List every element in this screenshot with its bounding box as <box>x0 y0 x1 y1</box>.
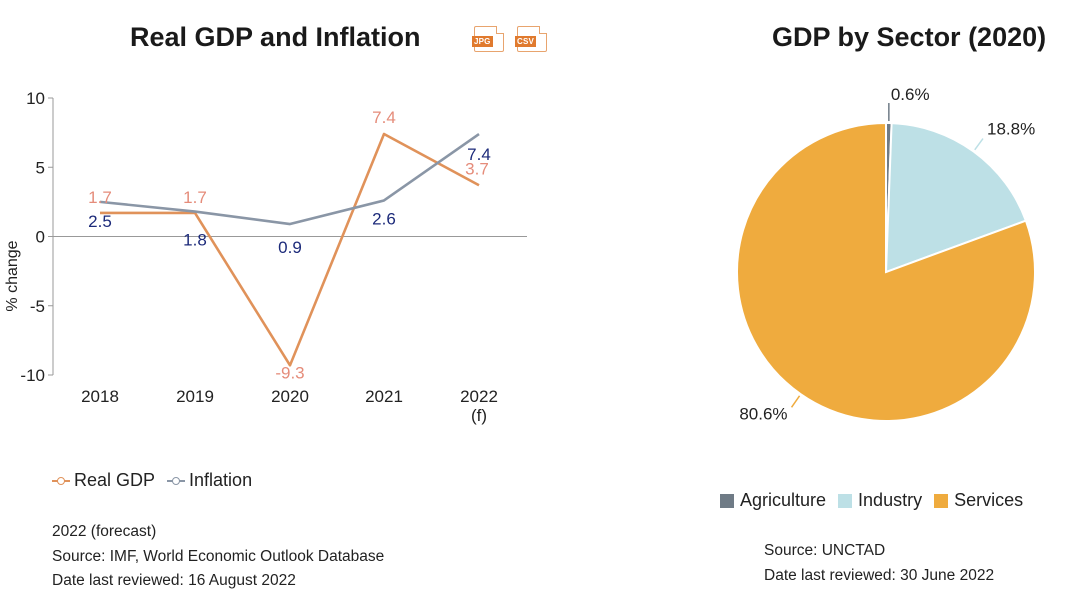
services-slice <box>736 121 1036 422</box>
real-gdp-data-label: -9.3 <box>275 363 304 382</box>
legend-item-services[interactable]: Services <box>934 490 1023 511</box>
csv-label: CSV <box>515 36 537 47</box>
line-chart-panel: Real GDP and Inflation JPG CSV 10 5 0 -5 -10… <box>4 22 547 594</box>
inflation-legend-icon <box>167 475 186 487</box>
inflation-data-label: 2.6 <box>372 209 396 228</box>
y-tick-label: -10 <box>20 366 45 385</box>
pie-chart-notes: Source: UNCTAD Date last reviewed: 30 Ju… <box>764 539 994 588</box>
inflation-data-label: 7.4 <box>467 145 491 164</box>
real-gdp-data-label: 1.7 <box>183 188 207 207</box>
real-gdp-data-label: 7.4 <box>372 108 396 127</box>
download-csv-icon[interactable]: CSV <box>515 26 547 52</box>
agriculture-swatch <box>720 493 734 508</box>
source-note: Source: IMF, World Economic Outlook Data… <box>52 547 385 565</box>
pie-chart-title: GDP by Sector (2020) <box>772 22 1047 52</box>
line-chart-title: Real GDP and Inflation <box>130 22 421 52</box>
services-swatch <box>934 493 949 508</box>
line-chart-plot: 10 5 0 -5 -10 % change 2018 2019 2020 2021 2022(f)… <box>4 89 527 425</box>
industry-leader-line <box>974 138 984 151</box>
y-axis-label: % change <box>4 240 21 311</box>
y-tick-label: 5 <box>36 158 45 177</box>
pie-chart-legend: Agriculture Industry Services <box>720 490 1035 511</box>
pie-review-date-note: Date last reviewed: 30 June 2022 <box>764 566 995 584</box>
legend-label-services: Services <box>954 490 1024 510</box>
x-tick-label: 2020 <box>271 387 309 406</box>
services-leader-line <box>790 395 801 408</box>
legend-item-real-gdp[interactable]: Real GDP <box>52 470 155 491</box>
real-gdp-data-label: 1.7 <box>88 188 112 207</box>
review-date-note: Date last reviewed: 16 August 2022 <box>52 572 296 589</box>
industry-percent-label: 18.8% <box>987 120 1035 139</box>
inflation-line <box>99 132 480 226</box>
real-gdp-legend-icon <box>52 475 70 487</box>
real-gdp-data-label: 3.7 <box>465 159 489 178</box>
y-tick-label: 0 <box>36 228 45 247</box>
pie-chart-panel: GDP by Sector (2020) 0.6% 18.8% 80.6% Agri… <box>690 0 1075 605</box>
csv-file-fold <box>539 26 547 34</box>
real-gdp-line <box>100 132 480 367</box>
legend-label-inflation: Inflation <box>189 470 253 490</box>
y-tick-label: -5 <box>30 297 45 316</box>
legend-item-agriculture[interactable]: Agriculture <box>720 490 826 511</box>
legend-item-industry[interactable]: Industry <box>838 490 922 511</box>
legend-label-real-gdp: Real GDP <box>74 470 156 490</box>
inflation-data-label: 2.5 <box>88 212 112 231</box>
line-chart-legend: Real GDP Inflation <box>52 470 264 491</box>
pie-chart-plot: 0.6% 18.8% 80.6% <box>736 85 1036 423</box>
legend-label-industry: Industry <box>858 490 923 510</box>
agriculture-percent-label: 0.6% <box>891 85 930 104</box>
services-percent-label: 80.6% <box>739 404 787 423</box>
pie-source-note: Source: UNCTAD <box>764 542 886 559</box>
x-tick-label: 2022 <box>460 387 498 406</box>
x-tick-label: (f) <box>471 406 487 425</box>
legend-item-inflation[interactable]: Inflation <box>167 470 252 491</box>
legend-label-agriculture: Agriculture <box>740 490 827 510</box>
industry-slice <box>884 122 1028 274</box>
forecast-note: 2022 (forecast) <box>52 523 157 540</box>
x-tick-label: 2018 <box>81 387 119 406</box>
y-tick-label: 10 <box>26 89 45 108</box>
download-jpg-icon[interactable]: JPG <box>472 26 504 52</box>
jpg-file-fold <box>496 26 504 34</box>
x-tick-label: 2021 <box>365 387 403 406</box>
jpg-label: JPG <box>472 36 493 47</box>
industry-swatch <box>838 493 853 508</box>
x-tick-label: 2019 <box>176 387 214 406</box>
inflation-data-label: 1.8 <box>183 231 207 250</box>
inflation-data-label: 0.9 <box>278 238 302 257</box>
line-chart-notes: 2022 (forecast) Source: IMF, World Econo… <box>52 520 384 594</box>
